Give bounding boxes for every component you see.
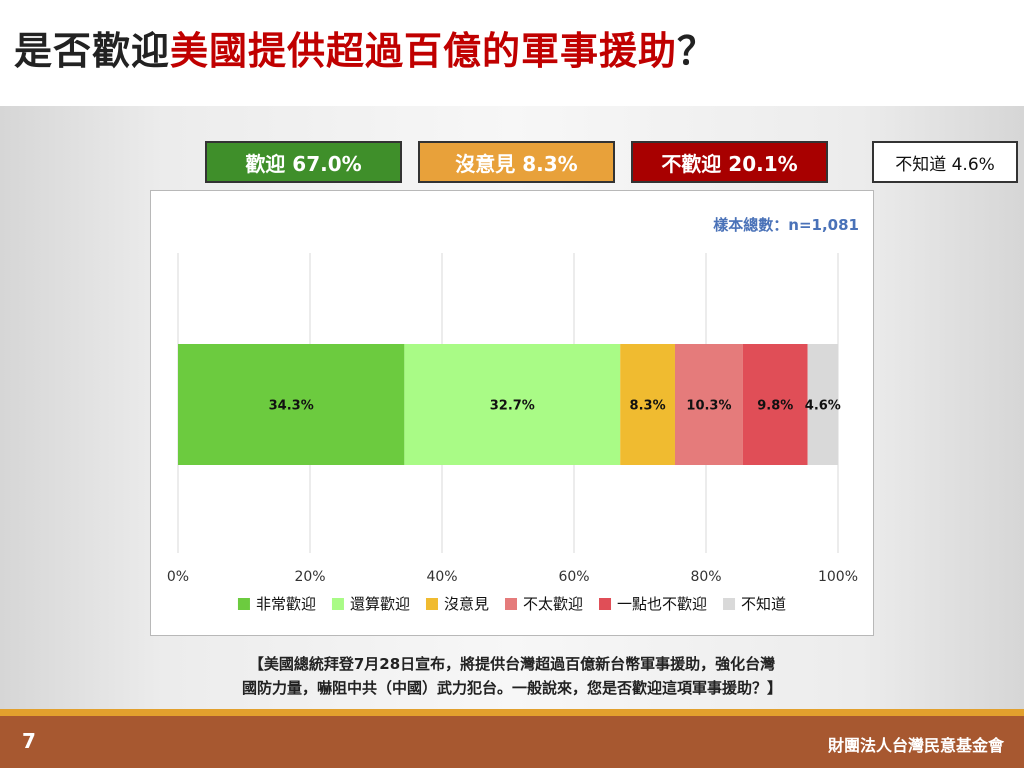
x-tick-label: 40%	[426, 569, 457, 585]
question-line-1: 【美國總統拜登7月28日宣布，將提供台灣超過百億新台幣軍事援助，強化台灣	[248, 655, 776, 673]
stacked-bar-chart: 0% 20% 40% 60% 80% 100% 34.3% 32.7% 8.3% 10.3% 9.8…	[167, 253, 858, 613]
x-tick-label: 60%	[558, 569, 589, 585]
title-part-1: 是否歡迎	[14, 29, 171, 73]
summary-unknown-box: 不知道 4.6%	[872, 141, 1018, 183]
x-tick-label: 80%	[690, 569, 721, 585]
bar-segment	[807, 344, 838, 465]
title-bar: 是否歡迎美國提供超過百億的軍事援助？	[0, 0, 1024, 106]
legend-label: 非常歡迎	[256, 595, 316, 613]
legend-swatch	[723, 598, 736, 610]
summary-unwelcome-box: 不歡迎 20.1%	[631, 141, 828, 183]
chart-panel: 樣本總數：n=1,081 0% 20% 40% 60% 80% 100% 34.3% 32.7…	[150, 190, 874, 636]
question-line-2: 國防力量，嚇阻中共（中國）武力犯台。一般說來，您是否歡迎這項軍事援助？】	[241, 679, 782, 697]
summary-welcome-box: 歡迎 67.0%	[205, 141, 402, 183]
title-part-3: ？	[677, 29, 717, 73]
legend-label: 不太歡迎	[523, 595, 583, 613]
legend-swatch	[331, 598, 344, 610]
bar-segment	[674, 344, 743, 465]
bar-segment	[620, 344, 675, 465]
summary-neutral-box: 沒意見 8.3%	[418, 141, 615, 183]
data-label: 8.3%	[630, 399, 666, 414]
legend-swatch	[599, 598, 612, 610]
x-tick-label: 0%	[167, 569, 189, 585]
data-label: 32.7%	[490, 399, 535, 414]
legend-label: 還算歡迎	[350, 595, 410, 613]
data-label: 34.3%	[269, 399, 314, 414]
bar-segment	[178, 344, 405, 465]
organization-name: 財團法人台灣民意基金會	[827, 736, 1004, 755]
slide-title: 是否歡迎美國提供超過百億的軍事援助？	[14, 26, 716, 76]
bar-segment	[742, 344, 808, 465]
title-part-2: 美國提供超過百億的軍事援助	[170, 29, 678, 73]
footer-accent-line	[0, 709, 1024, 716]
legend-swatch	[425, 598, 438, 610]
legend-label: 沒意見	[444, 595, 489, 613]
legend-label: 不知道	[741, 595, 786, 613]
sample-size-label: 樣本總數：n=1,081	[713, 216, 859, 234]
x-tick-label: 20%	[294, 569, 325, 585]
page-number: 7	[22, 729, 36, 753]
data-label: 4.6%	[805, 399, 841, 414]
x-tick-label: 100%	[818, 569, 858, 585]
bar-segment	[404, 344, 621, 465]
footer-bar: 7 財團法人台灣民意基金會	[0, 716, 1024, 768]
legend-label: 一點也不歡迎	[617, 595, 707, 613]
data-label: 9.8%	[757, 399, 793, 414]
data-label: 10.3%	[686, 399, 731, 414]
legend-swatch	[237, 598, 250, 610]
survey-question: 【美國總統拜登7月28日宣布，將提供台灣超過百億新台幣軍事援助，強化台灣 國防力…	[150, 652, 874, 700]
legend-swatch	[505, 598, 517, 610]
